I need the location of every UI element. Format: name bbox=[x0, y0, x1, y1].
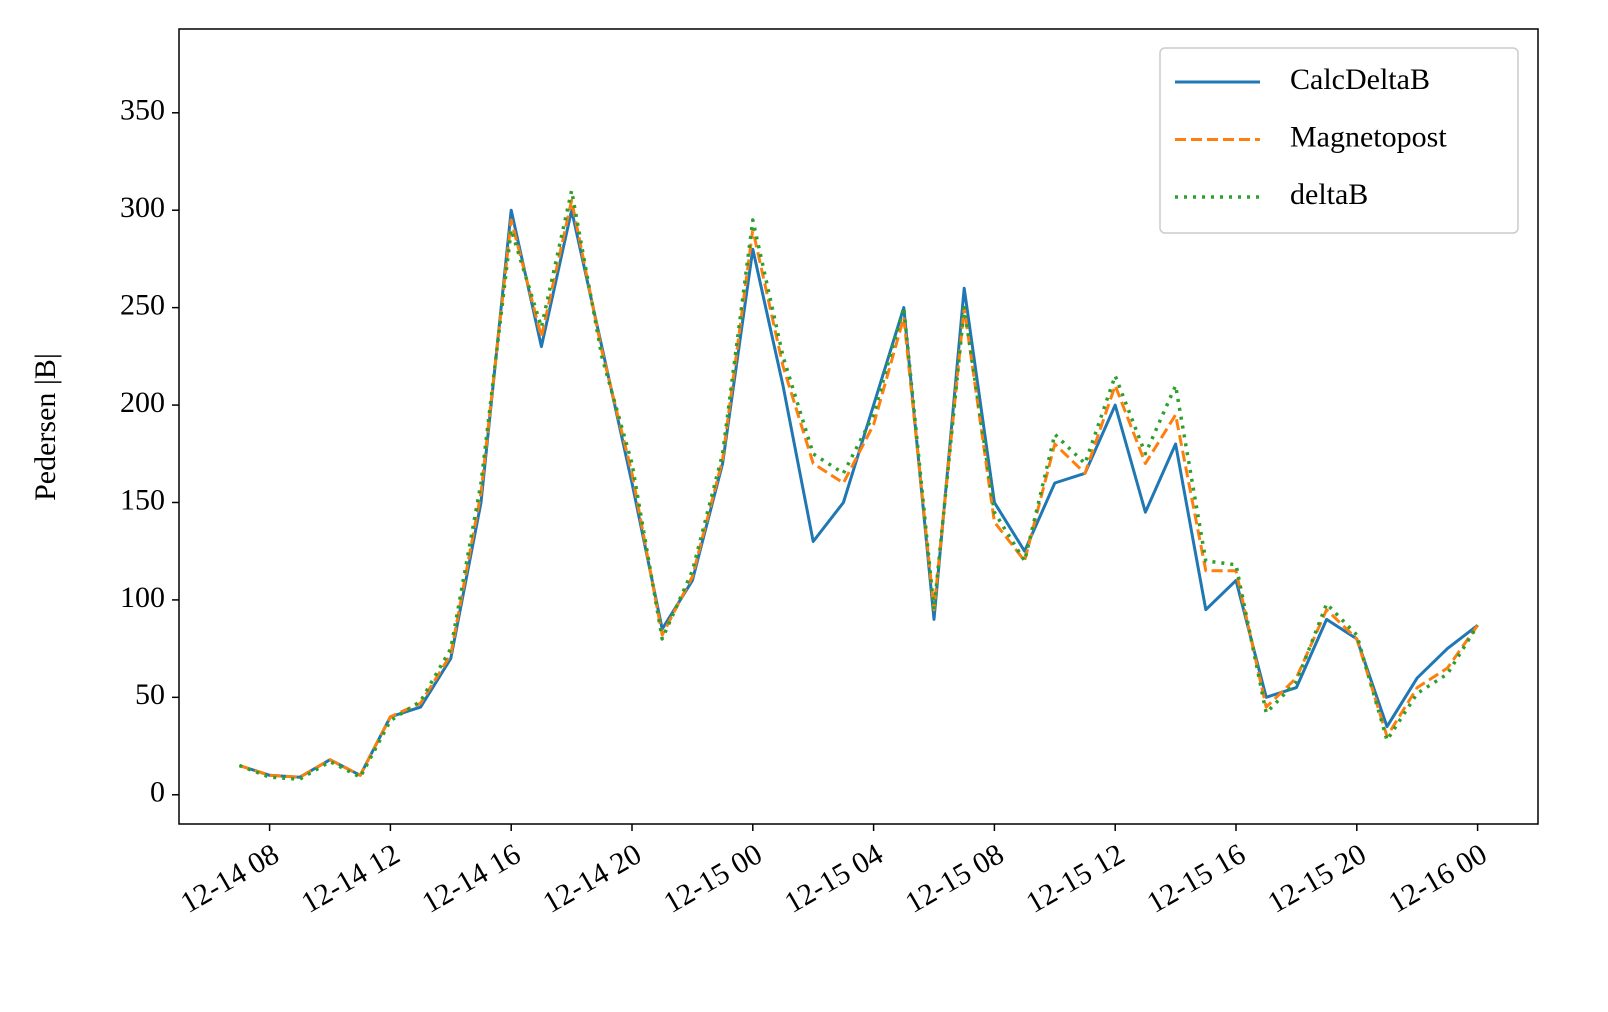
y-tick-label: 100 bbox=[120, 581, 165, 614]
series-line bbox=[238, 188, 1480, 781]
series-line bbox=[238, 199, 1479, 779]
legend-label: Magnetopost bbox=[1290, 120, 1447, 153]
y-tick-label: 50 bbox=[135, 678, 165, 711]
x-tick-label: 12-15 08 bbox=[900, 837, 1010, 919]
y-tick-label: 150 bbox=[120, 483, 165, 516]
x-tick-label: 12-15 16 bbox=[1141, 837, 1251, 919]
y-tick-label: 200 bbox=[120, 386, 165, 419]
y-tick-label: 350 bbox=[120, 94, 165, 127]
legend-label: CalcDeltaB bbox=[1290, 63, 1430, 96]
x-tick-label: 12-14 08 bbox=[175, 837, 285, 919]
x-tick-label: 12-15 20 bbox=[1262, 837, 1372, 919]
x-tick-label: 12-14 12 bbox=[296, 837, 406, 919]
y-tick-label: 0 bbox=[150, 776, 165, 809]
plot-frame bbox=[178, 28, 1539, 825]
y-tick-label: 300 bbox=[120, 191, 165, 224]
legend-label: deltaB bbox=[1290, 178, 1368, 211]
x-tick-label: 12-15 12 bbox=[1021, 837, 1131, 919]
x-tick-label: 12-15 00 bbox=[658, 837, 768, 919]
series-line bbox=[238, 208, 1479, 779]
x-tick-label: 12-16 00 bbox=[1383, 837, 1493, 919]
x-tick-label: 12-15 04 bbox=[779, 837, 889, 919]
y-axis-label: Pedersen |B| bbox=[29, 353, 62, 501]
x-tick-label: 12-14 16 bbox=[417, 837, 527, 919]
legend-box bbox=[1159, 47, 1519, 234]
x-tick-label: 12-14 20 bbox=[537, 837, 647, 919]
y-tick-label: 250 bbox=[120, 289, 165, 322]
